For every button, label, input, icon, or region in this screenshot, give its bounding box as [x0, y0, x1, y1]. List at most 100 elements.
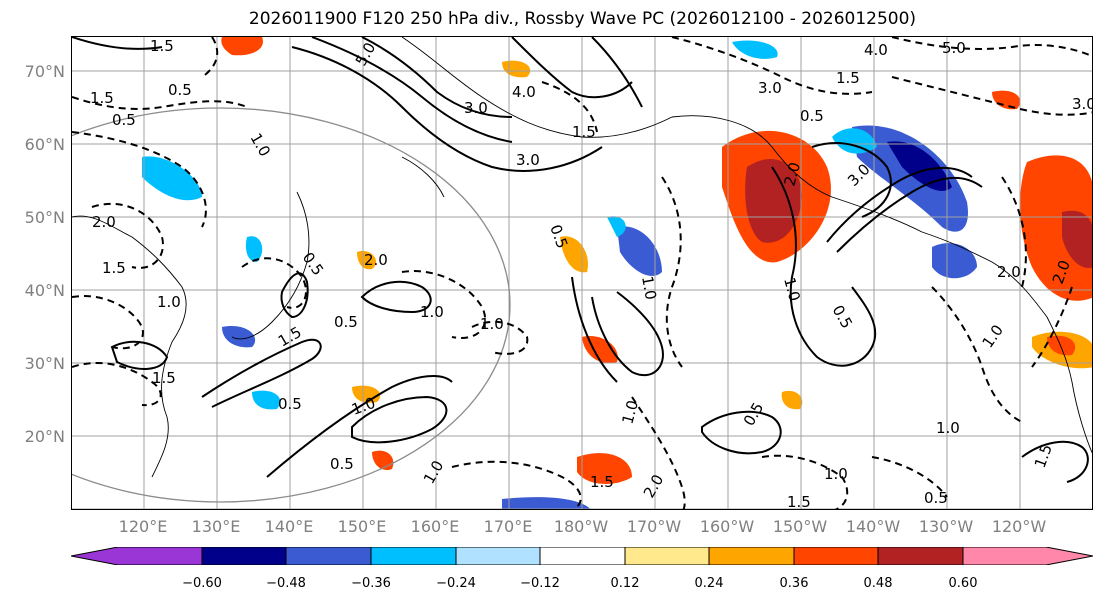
div-shade-orange-np [357, 250, 377, 270]
contour-label: 0.5 [829, 302, 857, 332]
contour-label: 1.0 [420, 303, 444, 321]
contour-label: 0.5 [740, 399, 768, 429]
div-shade-cyan-midpac [607, 216, 626, 237]
lon-label-170w: 170°W [626, 517, 682, 536]
div-shade-red-wpac [372, 450, 394, 471]
contour-label: 3.0 [516, 151, 540, 169]
colorbar-segment-5 [540, 547, 625, 565]
colorbar-segment-8 [794, 547, 878, 565]
contour-label: 1.5 [150, 37, 174, 55]
contour-label: 0.5 [800, 107, 824, 125]
contour-label: 1.0 [618, 398, 642, 426]
colorbar-segment-4 [456, 547, 540, 565]
lon-label-130w: 130°W [918, 517, 974, 536]
lon-label-140e: 140°E [264, 517, 314, 536]
lat-label-30n: 30°N [24, 354, 65, 373]
colorbar-segment-2 [286, 547, 371, 565]
contour-label: 0.5 [330, 455, 354, 473]
plot-title: 2026011900 F120 250 hPa div., Rossby Wav… [248, 9, 917, 29]
contour-label: 1.5 [152, 369, 176, 387]
div-shade-blue-bc [932, 243, 977, 279]
colorbar-segment-0 [71, 547, 202, 565]
lon-label-120w: 120°W [991, 517, 1047, 536]
map-canvas: 1.5 5.0 0.5 1.5 0.5 1.0 4.0 3.0 3.0 2.0 … [72, 37, 1093, 510]
lon-label-160w: 160°W [699, 517, 755, 536]
contour-label: 0.5 [924, 489, 948, 507]
range-circle [72, 107, 511, 503]
contour-label: 3.0 [758, 79, 782, 97]
lat-label-50n: 50°N [24, 208, 65, 227]
contour-label: 1.5 [787, 493, 811, 510]
div-shade-orange-gulfofak [781, 390, 803, 410]
contour-label: 2.0 [92, 213, 116, 231]
contour-label: 1.0 [247, 130, 275, 160]
colorbar-tick-label: −0.48 [266, 576, 306, 591]
contour-label: 1.5 [590, 473, 614, 491]
contour-label: 5.0 [942, 39, 966, 57]
div-shade-cyan-alaska [832, 128, 877, 154]
lon-label-150w: 150°W [772, 517, 828, 536]
lon-label-130e: 130°E [191, 517, 241, 536]
contour-label: 0.5 [278, 395, 302, 413]
lat-label-20n: 20°N [24, 427, 65, 446]
div-shade-orange-west [1020, 155, 1092, 301]
div-shade-red-south [577, 453, 632, 484]
contour-label: 1.0 [480, 315, 504, 333]
contour-label: 1.0 [157, 293, 181, 311]
lon-label-140w: 140°W [845, 517, 901, 536]
contour-label: 4.0 [512, 83, 536, 101]
contour-label: 1.0 [638, 275, 660, 302]
lat-label-40n: 40°N [24, 281, 65, 300]
contour-label: 1.0 [824, 465, 848, 483]
contour-label: 0.5 [334, 313, 358, 331]
div-shade-orange-north [502, 60, 531, 78]
div-shade-darkred-west [1062, 210, 1092, 268]
colorbar-segment-1 [202, 547, 286, 565]
colorbar-segment-9 [878, 547, 963, 565]
div-shade-blue-japan [222, 326, 256, 348]
lon-label-160e: 160°E [410, 517, 460, 536]
lon-label-170e: 170°E [483, 517, 533, 536]
colorbar-segment-7 [709, 547, 794, 565]
colorbar-tick-label: −0.24 [436, 576, 476, 591]
contour-label: 2.0 [364, 251, 388, 269]
contour-label: 1.5 [102, 259, 126, 277]
colorbar-tick-label: −0.12 [520, 576, 560, 591]
div-shade-blue-midpac [617, 226, 662, 276]
div-shade-blue-tropics [502, 497, 590, 509]
div-shade-cyan-asia2 [245, 236, 263, 262]
lat-label-70n: 70°N [24, 62, 65, 81]
contour-label: 0.5 [168, 81, 192, 99]
div-shade-red-top [221, 37, 263, 56]
div-shade-navy-alaska [887, 141, 952, 191]
solid-contours [72, 37, 1089, 483]
map-panel: 1.5 5.0 0.5 1.5 0.5 1.0 4.0 3.0 3.0 2.0 … [71, 36, 1093, 510]
contour-label: 1.5 [275, 323, 305, 351]
colorbar-tick-label: −0.60 [182, 576, 222, 591]
lon-label-120e: 120°E [118, 517, 168, 536]
contour-label: 1.0 [979, 321, 1007, 351]
div-shade-orange-midpac [560, 236, 588, 273]
graticule [72, 37, 1092, 509]
contour-label: 1.0 [420, 457, 448, 487]
contour-label: 1.5 [836, 69, 860, 87]
lon-label-180w: 180°W [553, 517, 609, 536]
contour-label: 1.5 [90, 89, 114, 107]
coastlines [72, 37, 1092, 478]
contour-label: 2.0 [997, 263, 1021, 281]
colorbar-tick-label: 0.48 [863, 576, 893, 591]
div-shade-red-east [1047, 335, 1076, 356]
div-shade-cyan-north [732, 40, 778, 59]
contour-label: 4.0 [864, 41, 888, 59]
contour-label: 3.0 [1072, 95, 1093, 113]
div-shade-cyan-asia1 [142, 156, 202, 201]
colorbar-segment-6 [625, 547, 709, 565]
colorbar [71, 547, 1093, 565]
colorbar-segment-10 [963, 547, 1093, 565]
colorbar-tick-label: 0.24 [694, 576, 724, 591]
lon-label-150e: 150°E [337, 517, 387, 536]
colorbar-tick-label: −0.36 [351, 576, 391, 591]
contour-label: 2.0 [640, 471, 668, 501]
dashed-contours [72, 37, 1092, 509]
contour-label: 3.0 [464, 99, 488, 117]
